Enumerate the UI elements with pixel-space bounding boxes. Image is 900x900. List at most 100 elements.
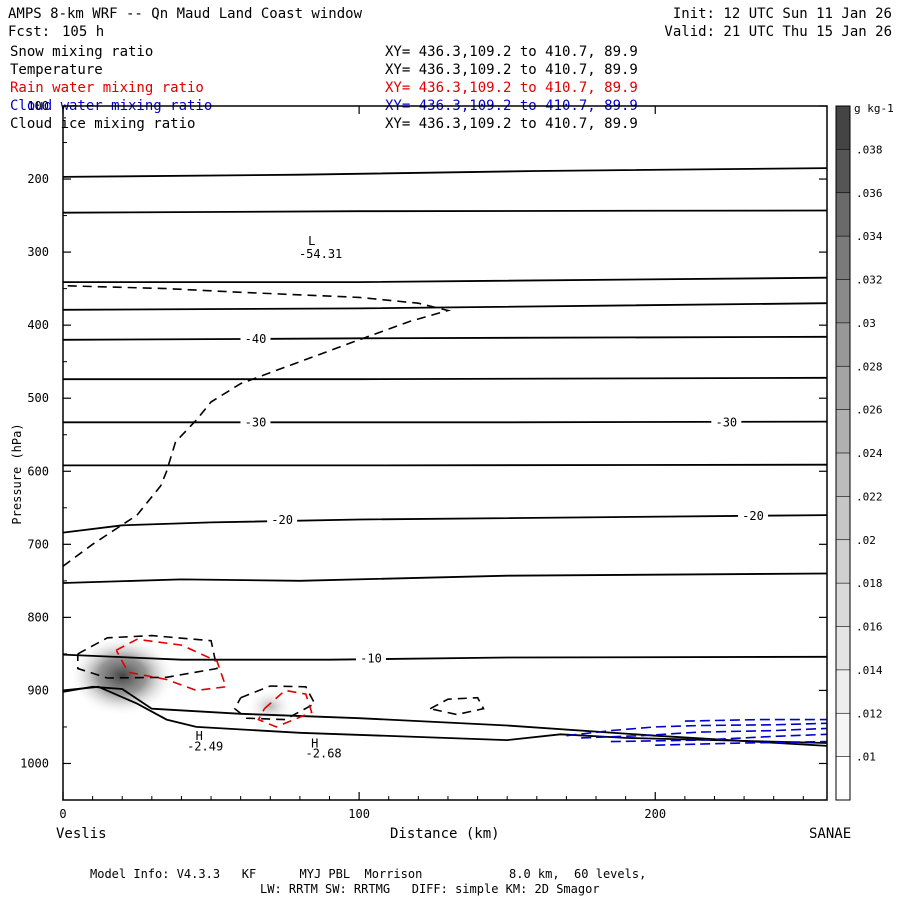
colorbar-cell: [836, 713, 850, 757]
field-name-temperature: Temperature: [10, 62, 103, 78]
colorbar-cell: [836, 539, 850, 584]
y-tick-label: 300: [27, 245, 49, 259]
colorbar-cell: [836, 583, 850, 627]
temperature-contour-9: [62, 514, 828, 534]
y-tick-label: 600: [27, 464, 49, 478]
colorbar-level-label: .01: [856, 751, 876, 764]
snow-shading-2: [246, 688, 294, 725]
colorbar-cell: [836, 236, 850, 280]
snow-contour-2: [77, 634, 218, 679]
snow-contour-4: [429, 696, 485, 716]
snow-contour-3: [233, 685, 316, 721]
temperature-contour-6: [63, 376, 828, 381]
temperature-label-bg: [355, 651, 386, 666]
x-tick-label: 100: [348, 807, 370, 821]
field-xy-rain: XY= 436.3,109.2 to 410.7, 89.9: [385, 80, 638, 96]
x-tick-label: 200: [644, 807, 666, 821]
y-tick-label: 1000: [20, 756, 49, 770]
init-time: Init: 12 UTC Sun 11 Jan 26: [672, 6, 892, 22]
colorbar-level-label: .014: [856, 664, 883, 677]
colorbar-level-label: .034: [856, 230, 883, 243]
temperature-contour-3: [63, 276, 828, 283]
cloud-water-contour-3: [610, 733, 828, 743]
cloud-water-contour-1: [566, 722, 828, 737]
colorbar-cell: [836, 366, 850, 410]
temperature-contour-label: -40: [245, 332, 267, 346]
colorbar-level-label: .03: [856, 317, 876, 330]
colorbar: .01 .012 .014 .016 .018 .02 .022 .024 .026 .028 .0…: [835, 102, 894, 801]
field-xy-temperature: XY= 436.3,109.2 to 410.7, 89.9: [385, 62, 638, 78]
cloud-water-contour-4: [655, 740, 828, 746]
axes-layer: 100 200 300 400 500 600 700 800 900 1000 0 100 200: [20, 99, 828, 821]
colorbar-cell: [836, 453, 850, 497]
colorbar-cell: [836, 409, 850, 453]
y-tick-label: 400: [27, 318, 49, 332]
colorbar-level-label: .016: [856, 621, 883, 634]
contour-label-layer: -40-30 -30-20 -20-10L-54.31H-2.49 H-2.68: [187, 234, 768, 761]
field-name-rain: Rain water mixing ratio: [10, 80, 204, 96]
colorbar-level-label: .02: [856, 534, 876, 547]
valid-time: Valid: 21 UTC Thu 15 Jan 26: [664, 24, 892, 40]
y-axis-title: Pressure (hPa): [10, 423, 24, 525]
colorbar-cell: [836, 322, 850, 367]
temperature-contour-1: [62, 167, 828, 178]
annotation-1: L: [308, 234, 315, 248]
colorbar-cell: [836, 626, 850, 670]
y-tick-label: 700: [27, 537, 49, 551]
colorbar-cell: [836, 756, 850, 800]
temperature-label-bg: [737, 508, 768, 523]
colorbar-level-label: .036: [856, 187, 883, 200]
colorbar-level-label: .026: [856, 404, 883, 417]
annotation-6: -2.68: [306, 747, 342, 761]
cloud-water-contour-5: [684, 718, 827, 722]
temperature-label-bg: [711, 415, 742, 430]
colorbar-cell: [836, 279, 850, 323]
shading-layer: [68, 635, 294, 725]
colorbar-cell: [836, 106, 850, 150]
temperature-label-bg: [267, 513, 298, 528]
left-endpoint-label: Veslis: [56, 826, 107, 842]
chart-title: AMPS 8-km WRF -- Qn Maud Land Coast wind…: [8, 6, 363, 22]
colorbar-level-label: .024: [856, 447, 883, 460]
cloud-water-contour-2: [581, 727, 828, 739]
colorbar-level-label: .038: [856, 143, 883, 156]
model-info-line2: LW: RRTM SW: RRTMG DIFF: simple KM: 2D S…: [260, 882, 600, 896]
temperature-contour-5: [62, 335, 828, 341]
temperature-label-bg: [240, 332, 271, 347]
annotation-4: -2.49: [187, 739, 223, 753]
rain-contour-1: [115, 638, 227, 692]
y-tick-label: 900: [27, 683, 49, 697]
temperature-contour-label: -30: [715, 415, 737, 429]
right-endpoint-label: SANAE: [809, 826, 852, 842]
x-tick-label: 0: [59, 807, 66, 821]
colorbar-cell: [836, 192, 850, 237]
x-axis-title: Distance (km): [390, 826, 500, 842]
temperature-contour-8: [63, 463, 828, 467]
colorbar-level-label: .032: [856, 274, 883, 287]
annotation-2: -54.31: [299, 247, 342, 261]
rain-contour-2: [257, 689, 313, 728]
snow-contour-1: [62, 284, 452, 567]
plot-frame: [62, 105, 828, 801]
temperature-contour-4: [62, 302, 828, 311]
temperature-contour-2: [62, 209, 828, 214]
colorbar-level-label: .018: [856, 577, 883, 590]
y-tick-label: 200: [27, 172, 49, 186]
y-tick-label: 100: [27, 99, 49, 113]
field-name-cloud-ice: Cloud ice mixing ratio: [10, 116, 196, 132]
temperature-contour-10: [62, 572, 828, 584]
colorbar-cell: [836, 669, 850, 714]
colorbar-level-label: .022: [856, 490, 883, 503]
colorbar-level-label: .012: [856, 707, 883, 720]
field-xy-snow: XY= 436.3,109.2 to 410.7, 89.9: [385, 44, 638, 60]
temperature-label-bg: [240, 415, 271, 430]
model-info-line1: Model Info: V4.3.3 KF MYJ PBL Morrison 8…: [90, 867, 647, 881]
temperature-contour-label: -20: [271, 513, 293, 527]
temperature-contour-11: [62, 653, 828, 661]
temperature-contour-13: [62, 685, 828, 744]
field-name-snow: Snow mixing ratio: [10, 44, 154, 60]
colorbar-cell: [836, 149, 850, 193]
annotation-3: H: [196, 729, 203, 743]
contour-layer: [62, 167, 828, 747]
